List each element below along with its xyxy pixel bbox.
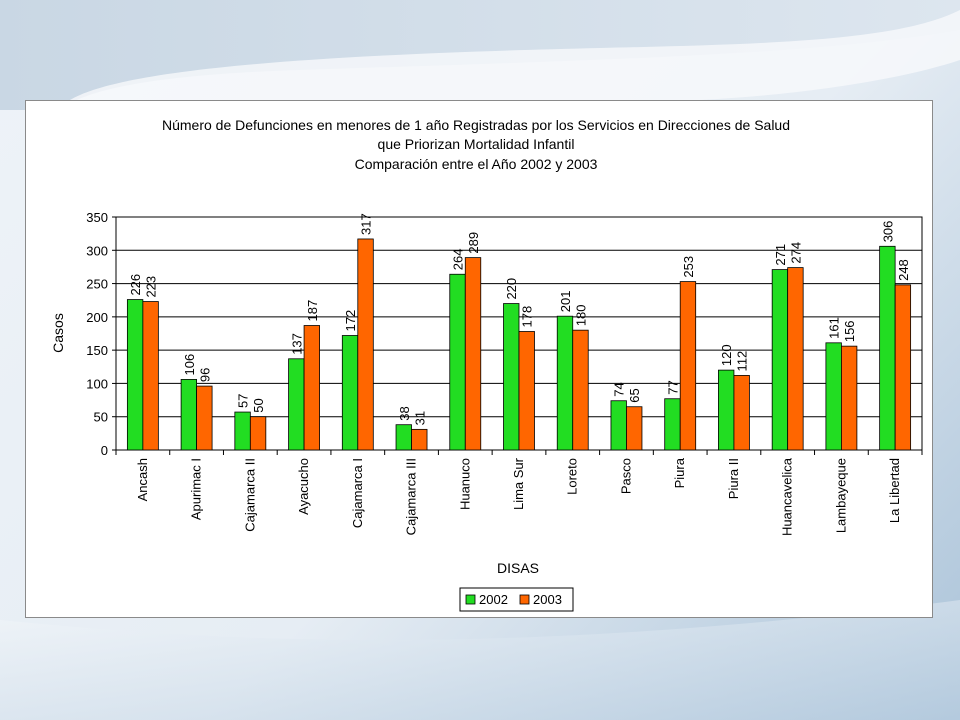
data-label-2002: 172	[343, 310, 358, 332]
data-label-2002: 220	[504, 278, 519, 300]
data-label-2003: 274	[788, 242, 803, 264]
data-label-2003: 112	[735, 351, 750, 372]
bar-2002	[288, 358, 305, 451]
bar-2003	[303, 325, 320, 451]
data-label-2002: 226	[128, 274, 143, 296]
bar-chart: Número de Defunciones en menores de 1 añ…	[50, 117, 923, 612]
bar-2002	[395, 424, 412, 451]
chart-title-line-3: Comparación entre el Año 2002 y 2003	[355, 156, 598, 172]
legend-box	[459, 587, 574, 612]
data-label-2003: 180	[573, 304, 588, 326]
category-label: Apurimac I	[189, 458, 204, 520]
data-label-2003: 156	[842, 320, 857, 342]
bar-2003	[249, 416, 267, 451]
data-label-2002: 120	[719, 344, 734, 366]
category-label: Cajamarca I	[350, 458, 365, 528]
bar-2002	[664, 398, 681, 451]
data-label-2002: 57	[236, 394, 251, 408]
category-label: Ayacucho	[296, 458, 311, 515]
data-label-2003: 96	[197, 368, 212, 382]
chart-title-line-1: Número de Defunciones en menores de 1 añ…	[162, 117, 790, 133]
chart-title-line-2: que Priorizan Mortalidad Infantil	[378, 136, 575, 152]
category-label: Pasco	[618, 458, 633, 494]
data-label-2002: 161	[827, 317, 842, 339]
data-label-2002: 306	[880, 221, 895, 243]
category-label: Huanuco	[457, 458, 472, 510]
data-label-2002: 264	[451, 249, 466, 271]
bar-2002	[126, 299, 144, 451]
data-label-2002: 137	[289, 333, 304, 355]
bar-2003	[411, 428, 428, 451]
data-label-2002: 106	[182, 354, 197, 376]
bar-2003	[733, 375, 750, 451]
data-label-2003: 248	[896, 259, 911, 281]
data-label-2002: 201	[558, 290, 573, 312]
category-label: Lima Sur	[511, 457, 526, 510]
bar-2003	[787, 267, 804, 451]
bar-2003	[196, 385, 213, 451]
legend-label-2003: 2003	[533, 592, 562, 607]
data-label-2003: 178	[520, 306, 535, 328]
bar-2003	[518, 331, 535, 451]
y-tick-label: 50	[94, 410, 108, 425]
y-tick-label: 200	[86, 310, 108, 325]
category-label: Cajamarca III	[404, 458, 419, 535]
bar-2002	[718, 369, 735, 451]
category-label: Piura II	[726, 458, 741, 499]
category-label: Lambayeque	[833, 458, 848, 533]
category-label: La Libertad	[887, 458, 902, 523]
bar-2002	[825, 342, 842, 451]
category-label: Huancavelica	[780, 457, 795, 536]
y-tick-label: 100	[86, 376, 108, 391]
bar-2003	[679, 281, 697, 451]
bar-2002	[503, 303, 520, 451]
data-label-2003: 289	[466, 232, 481, 254]
data-label-2003: 50	[251, 398, 266, 412]
legend-label-2002: 2002	[479, 592, 508, 607]
data-label-2002: 38	[397, 406, 412, 420]
category-label: Cajamarca II	[242, 458, 257, 532]
bar-2003	[626, 406, 643, 451]
category-label: Piura	[672, 457, 687, 488]
data-label-2003: 253	[681, 256, 696, 278]
bar-2002	[180, 379, 198, 451]
data-label-2002: 271	[773, 244, 788, 266]
bar-2003	[142, 301, 159, 451]
bar-2003	[464, 257, 482, 451]
data-label-2003: 65	[627, 388, 642, 402]
y-tick-label: 150	[86, 343, 108, 358]
data-label-2003: 317	[359, 213, 374, 235]
bar-2002	[771, 269, 789, 451]
y-axis-title: Casos	[50, 313, 66, 353]
bar-2002	[556, 315, 574, 451]
bar-2003	[572, 329, 589, 451]
data-label-2003: 223	[144, 276, 159, 298]
data-label-2003: 31	[412, 411, 427, 425]
chart-frame: Número de Defunciones en menores de 1 añ…	[25, 100, 933, 618]
data-label-2002: 77	[665, 380, 680, 394]
data-label-2003: 187	[305, 300, 320, 322]
category-label: Ancash	[135, 458, 150, 501]
y-tick-label: 300	[86, 243, 108, 258]
data-label-2002: 74	[612, 382, 627, 396]
y-tick-label: 0	[101, 443, 108, 458]
bar-2002	[341, 335, 359, 451]
legend-swatch-2003	[519, 594, 530, 605]
bar-2002	[449, 273, 466, 451]
bar-2002	[879, 245, 896, 451]
bar-2003	[894, 284, 912, 451]
legend-swatch-2002	[465, 594, 476, 605]
bar-2002	[234, 411, 251, 451]
bar-2003	[357, 238, 374, 451]
category-label: Loreto	[565, 458, 580, 495]
bar-2002	[610, 400, 627, 451]
y-tick-label: 250	[86, 277, 108, 292]
x-axis-title: DISAS	[497, 560, 539, 576]
y-tick-label: 350	[86, 210, 108, 225]
bar-2003	[841, 345, 858, 451]
